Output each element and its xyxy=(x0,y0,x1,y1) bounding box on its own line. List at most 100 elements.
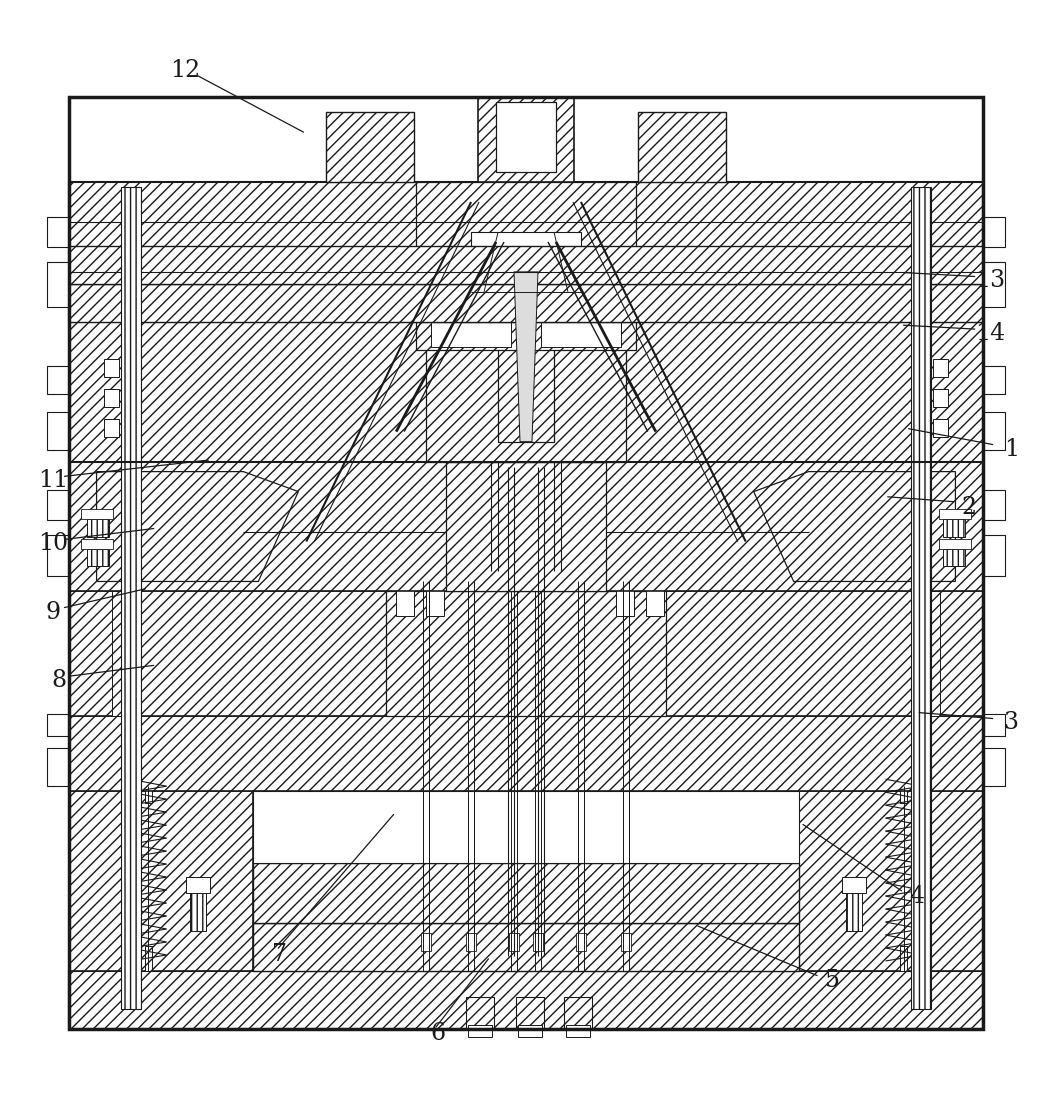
Text: 6: 6 xyxy=(430,1021,445,1045)
Bar xyxy=(426,589,444,617)
Bar xyxy=(46,366,69,394)
Bar xyxy=(144,946,153,971)
Text: 1: 1 xyxy=(1003,438,1019,460)
Bar xyxy=(69,461,983,591)
Bar xyxy=(939,509,972,519)
Bar xyxy=(621,933,631,952)
Bar xyxy=(69,98,983,1029)
Polygon shape xyxy=(754,471,955,581)
Text: 10: 10 xyxy=(38,532,69,556)
Bar xyxy=(616,589,633,617)
Bar xyxy=(943,549,965,567)
Bar xyxy=(917,591,940,716)
Bar xyxy=(516,997,544,1029)
Bar xyxy=(46,535,69,577)
Text: 9: 9 xyxy=(45,601,61,624)
Bar xyxy=(899,946,907,971)
Text: 14: 14 xyxy=(975,322,1006,345)
Bar xyxy=(541,315,621,347)
Bar xyxy=(144,783,153,803)
Bar xyxy=(468,1025,492,1037)
Bar xyxy=(112,591,136,716)
Bar xyxy=(191,891,207,930)
Bar xyxy=(841,877,865,893)
Bar xyxy=(46,749,69,786)
Text: 11: 11 xyxy=(38,469,69,492)
Bar xyxy=(983,535,1006,577)
Text: 8: 8 xyxy=(51,670,66,692)
Bar xyxy=(566,1025,590,1037)
Bar xyxy=(386,591,666,716)
Bar xyxy=(253,863,799,923)
Bar xyxy=(46,217,69,247)
Bar xyxy=(518,1025,542,1037)
Bar xyxy=(509,933,519,952)
Bar xyxy=(103,419,118,437)
Text: 12: 12 xyxy=(170,59,200,82)
Bar xyxy=(69,716,983,791)
Bar xyxy=(46,714,69,736)
Bar xyxy=(638,112,726,182)
Bar xyxy=(939,539,972,549)
Bar xyxy=(120,187,140,1009)
Bar xyxy=(69,791,253,971)
Bar xyxy=(646,589,664,617)
Bar xyxy=(69,182,983,322)
Bar xyxy=(187,877,211,893)
Bar xyxy=(396,589,414,617)
Text: 2: 2 xyxy=(961,496,977,519)
Bar xyxy=(416,182,636,322)
Bar xyxy=(80,509,113,519)
Text: 7: 7 xyxy=(272,943,287,966)
Bar xyxy=(253,923,799,971)
Bar xyxy=(983,366,1006,394)
Bar xyxy=(46,411,69,449)
Bar xyxy=(499,262,554,441)
Bar xyxy=(103,358,118,377)
Bar xyxy=(69,591,983,716)
Bar xyxy=(80,539,113,549)
Bar xyxy=(912,187,932,1009)
Bar xyxy=(422,933,431,952)
Bar xyxy=(575,933,586,952)
Bar xyxy=(471,232,581,292)
Bar xyxy=(253,791,799,863)
Bar xyxy=(799,791,983,971)
Bar xyxy=(943,519,965,537)
Bar xyxy=(496,102,555,172)
Bar xyxy=(934,358,949,377)
Bar xyxy=(46,489,69,519)
Bar xyxy=(479,98,574,182)
Bar xyxy=(983,217,1006,247)
Bar xyxy=(446,461,606,591)
Bar xyxy=(431,315,511,347)
Bar xyxy=(69,971,983,1029)
Bar xyxy=(69,322,983,461)
Text: 3: 3 xyxy=(1003,711,1019,734)
Bar xyxy=(426,322,626,461)
Text: 5: 5 xyxy=(825,969,840,993)
Bar xyxy=(69,284,983,322)
Bar xyxy=(466,997,494,1029)
Bar xyxy=(564,997,592,1029)
Bar xyxy=(983,411,1006,449)
Bar xyxy=(327,112,414,182)
Bar xyxy=(533,933,543,952)
Bar xyxy=(86,549,109,567)
Bar xyxy=(466,933,476,952)
Bar xyxy=(983,714,1006,736)
Bar xyxy=(983,489,1006,519)
Text: 13: 13 xyxy=(975,269,1006,293)
Bar xyxy=(899,783,907,803)
Bar xyxy=(983,749,1006,786)
Bar xyxy=(69,246,983,284)
Text: 4: 4 xyxy=(909,885,924,908)
Bar xyxy=(103,389,118,407)
Polygon shape xyxy=(97,471,298,581)
Bar xyxy=(416,312,636,349)
Polygon shape xyxy=(514,272,538,441)
Bar xyxy=(934,419,949,437)
Bar xyxy=(845,891,861,930)
Bar xyxy=(46,262,69,307)
Bar xyxy=(86,519,109,537)
